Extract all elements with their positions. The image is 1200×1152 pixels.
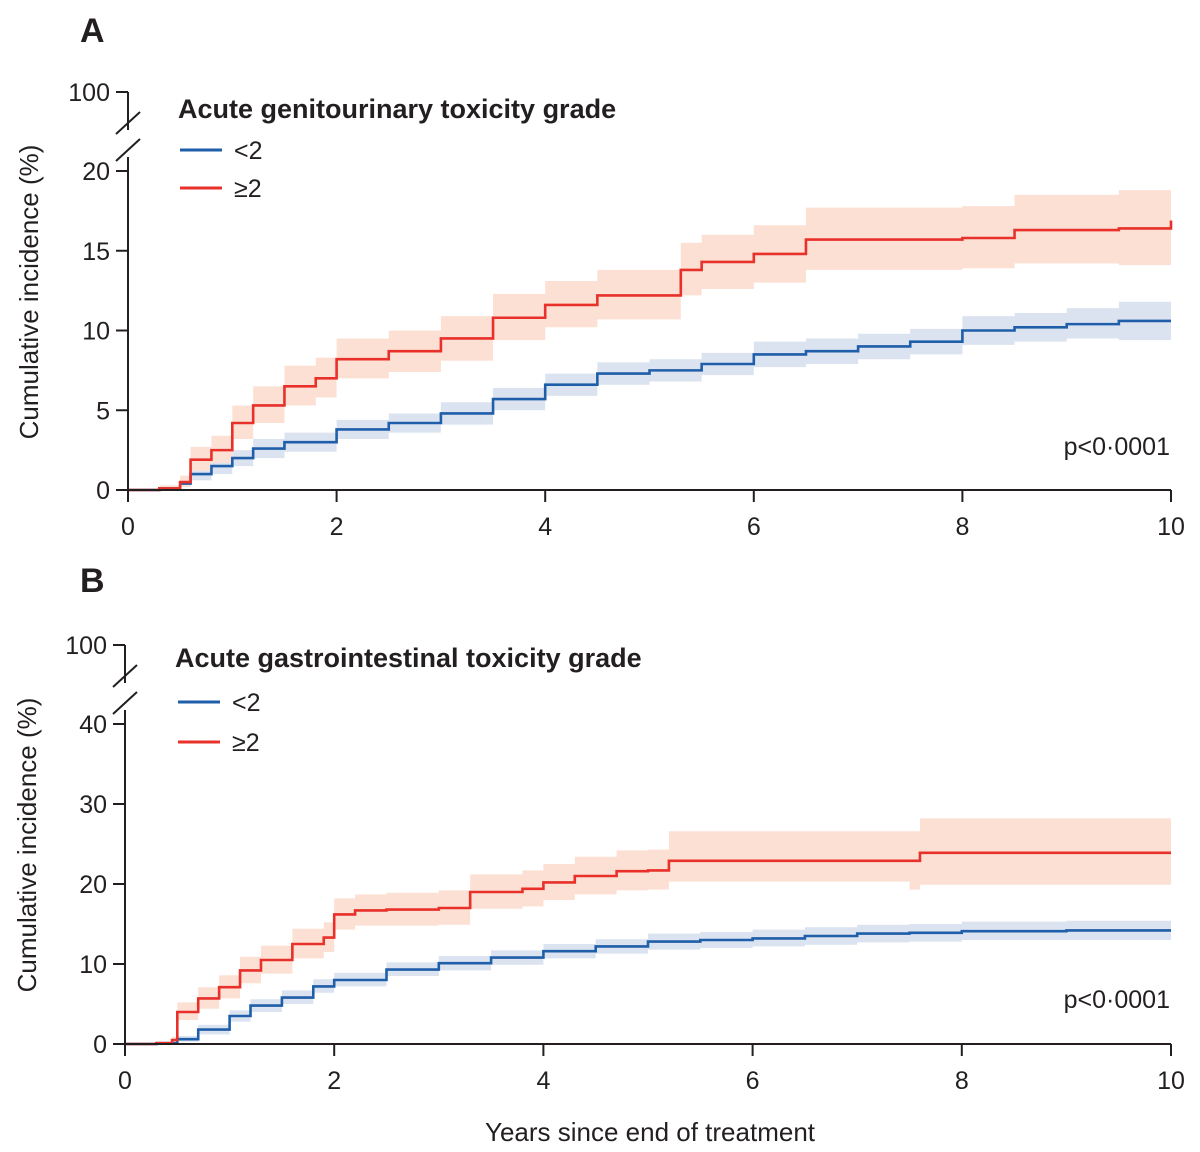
y-tick-label: 20 <box>79 871 107 899</box>
ci-band-ge2 <box>125 818 1171 1044</box>
x-tick-label: 2 <box>327 1067 341 1095</box>
series-line-ge2 <box>128 220 1173 492</box>
y-tick-label: 40 <box>79 711 107 739</box>
plot-area <box>125 818 1171 1046</box>
panel-b: B Acute gastrointestinal toxicity grade … <box>12 562 1185 1147</box>
y-tick-label: 0 <box>93 1031 107 1059</box>
x-tick-label: 6 <box>747 513 761 541</box>
ci-band-ge2 <box>128 172 1171 490</box>
x-tick-label: 2 <box>330 513 344 541</box>
y-tick-label: 10 <box>79 951 107 979</box>
x-axis-title: Years since end of treatment <box>485 1117 816 1147</box>
y-tick-label: 15 <box>82 238 110 266</box>
y-tick-label: 100 <box>68 79 110 107</box>
axis-break-mark <box>112 691 138 715</box>
y-axis-title-a: Cumulative incidence (%) <box>14 145 44 440</box>
y-tick-label: 10 <box>82 318 110 346</box>
series-line-ge2 <box>125 851 1171 1046</box>
legend-title-b: Acute gastrointestinal toxicity grade <box>175 643 642 673</box>
x-tick-label: 6 <box>746 1067 760 1095</box>
y-tick-label: 20 <box>82 158 110 186</box>
legend-a: <2 ≥2 <box>180 137 263 203</box>
plot-area <box>128 172 1173 492</box>
x-tick-label: 0 <box>121 513 135 541</box>
y-tick-label: 0 <box>96 477 110 505</box>
x-tick-label: 4 <box>536 1067 550 1095</box>
series-line-lt2 <box>125 929 1171 1046</box>
x-tick-label: 0 <box>118 1067 132 1095</box>
x-tick-label: 4 <box>538 513 552 541</box>
legend-label-a-ge2: ≥2 <box>234 175 262 203</box>
axis-break-mark <box>115 138 141 162</box>
x-tick-label: 10 <box>1157 1067 1185 1095</box>
x-tick-label: 8 <box>955 513 969 541</box>
y-tick-label: 30 <box>79 791 107 819</box>
axis-break-mark <box>115 111 141 135</box>
legend-label-b-ge2: ≥2 <box>232 729 260 757</box>
x-tick-label: 10 <box>1157 513 1185 541</box>
legend-label-a-lt2: <2 <box>234 137 263 165</box>
panel-a: A Acute genitourinary toxicity grade <2 … <box>14 12 1185 541</box>
axis-break-mark <box>112 664 138 688</box>
series-line-lt2 <box>128 319 1171 492</box>
panel-letter-b: B <box>80 562 105 600</box>
legend-label-b-lt2: <2 <box>232 689 261 717</box>
legend-b: <2 ≥2 <box>178 689 261 757</box>
p-value-a: p<0·0001 <box>1064 433 1170 461</box>
y-axis-title-b: Cumulative incidence (%) <box>12 698 42 993</box>
ci-band-lt2 <box>125 920 1171 1044</box>
panel-letter-a: A <box>80 12 105 50</box>
x-tick-label: 8 <box>955 1067 969 1095</box>
p-value-b: p<0·0001 <box>1064 986 1170 1014</box>
y-tick-label: 100 <box>65 632 107 660</box>
legend-title-a: Acute genitourinary toxicity grade <box>178 94 616 124</box>
y-tick-label: 5 <box>96 397 110 425</box>
